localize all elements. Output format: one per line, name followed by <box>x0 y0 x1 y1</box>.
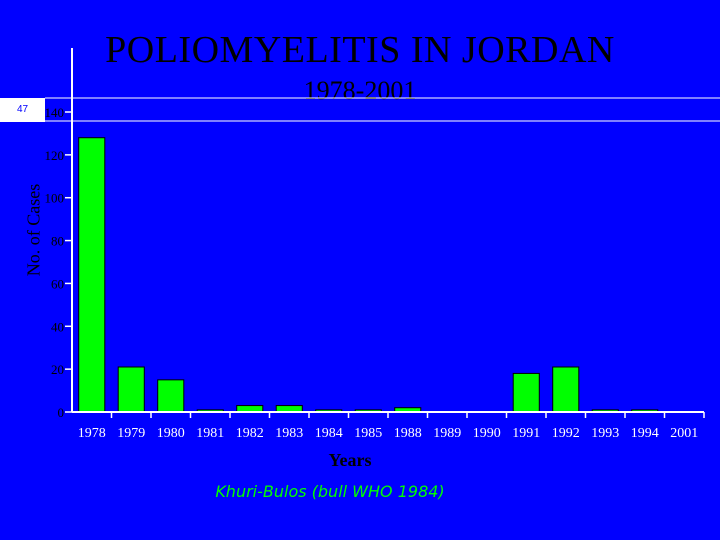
x-tick-label: 1988 <box>394 426 422 441</box>
x-tick-label: 1992 <box>552 426 580 441</box>
y-tick-label: 140 <box>45 105 65 120</box>
x-tick-label: 1990 <box>473 426 501 441</box>
x-tick-label: 1994 <box>631 426 659 441</box>
x-tick-label: 1979 <box>117 426 145 441</box>
y-tick-label: 60 <box>51 276 64 291</box>
y-tick-label: 80 <box>51 234 64 249</box>
bar <box>512 372 540 413</box>
x-tick-label: 1982 <box>236 426 264 441</box>
x-tick-label: 1989 <box>433 426 461 441</box>
y-tick-label: 100 <box>45 191 65 206</box>
x-tick-label: 1993 <box>591 426 619 441</box>
bar <box>157 379 185 413</box>
x-tick-label: 1991 <box>512 426 540 441</box>
source-citation: Khuri-Bulos (bull WHO 1984) <box>215 482 445 501</box>
y-tick-label: 20 <box>51 362 64 377</box>
x-tick-label: 1978 <box>78 426 106 441</box>
bar <box>117 366 145 413</box>
x-tick-label: 1983 <box>275 426 303 441</box>
x-tick-label: 1981 <box>196 426 224 441</box>
y-tick-label: 40 <box>51 319 64 334</box>
x-axis-label: Years <box>328 450 372 470</box>
bar <box>552 366 580 413</box>
y-tick-label: 0 <box>58 405 65 420</box>
x-tick-label: 1985 <box>354 426 382 441</box>
chart-title: POLIOMYELITIS IN JORDAN <box>105 29 615 71</box>
x-tick-label: 1984 <box>315 426 343 441</box>
x-tick-label: 2001 <box>670 426 698 441</box>
slide-number: 47 <box>0 98 45 122</box>
chart-subtitle: 1978-2001 <box>303 76 417 105</box>
x-tick-label: 1980 <box>157 426 185 441</box>
bar <box>78 137 106 413</box>
y-tick-label: 120 <box>45 148 65 163</box>
